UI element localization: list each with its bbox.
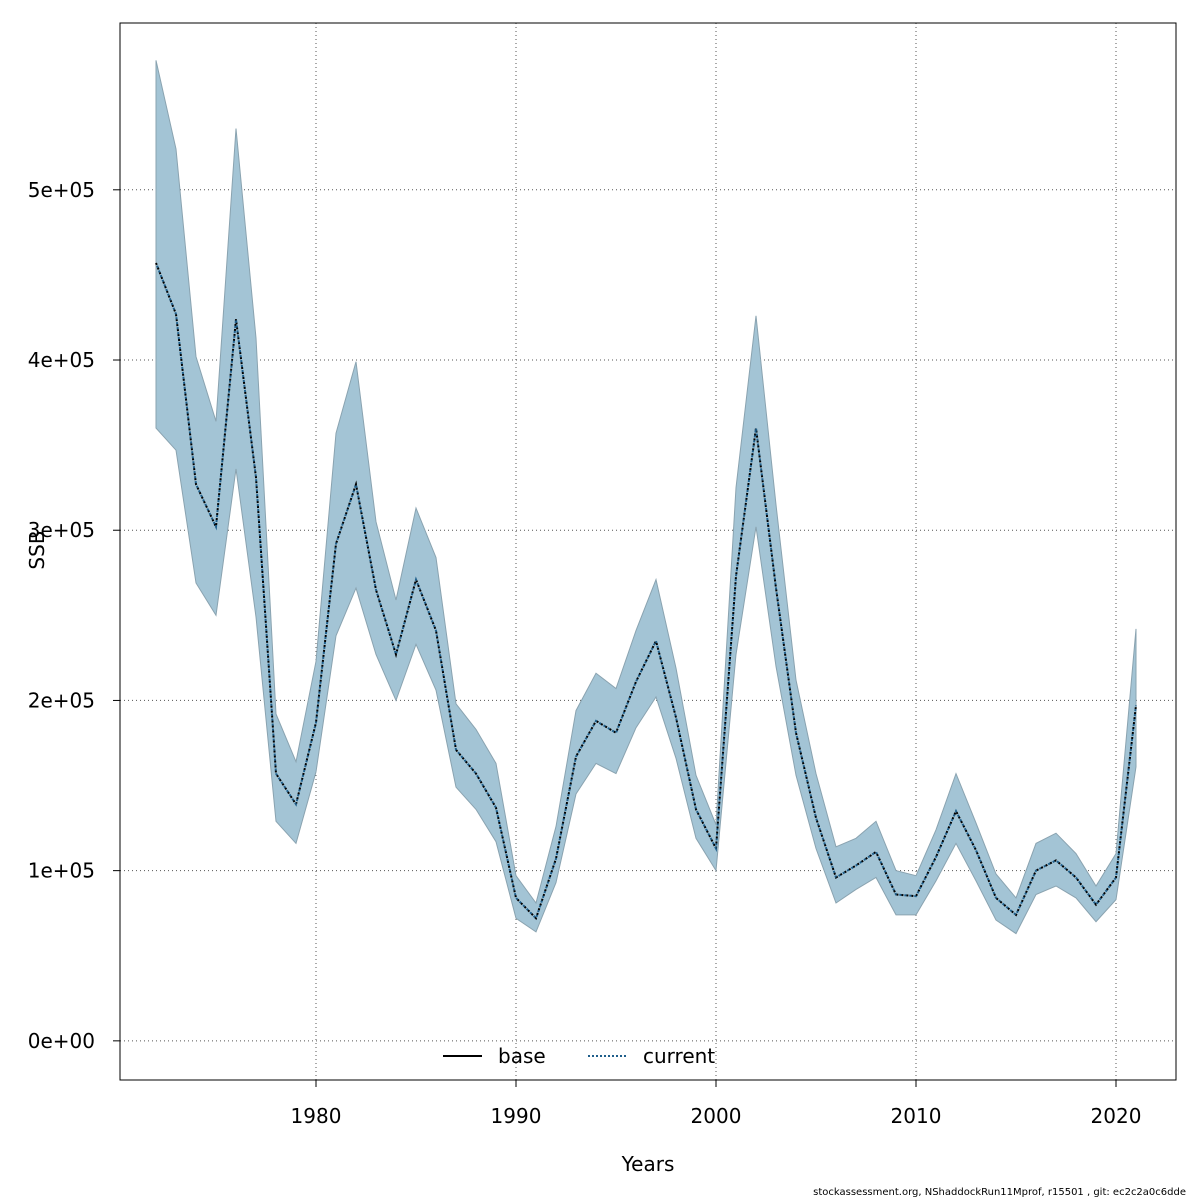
legend: base current [443,1044,715,1068]
x-axis: 1980 1990 2000 2010 2020 [291,1080,1142,1128]
y-axis-label: SSB [25,530,49,569]
series-line-base [155,262,1137,921]
y-axis: 0e+00 1e+05 2e+05 3e+05 4e+05 5e+05 [28,178,120,1053]
x-tick-label: 2020 [1091,1104,1142,1128]
series-line-current [155,262,1137,921]
legend-label-current: current [643,1044,715,1068]
x-tick-label: 2010 [891,1104,942,1128]
y-tick-label: 4e+05 [28,348,95,372]
footer-credit: stockassessment.org, NShaddockRun11Mprof… [813,1187,1186,1198]
x-axis-label: Years [621,1152,675,1176]
confidence-band [155,60,1137,935]
legend-label-base: base [498,1044,546,1068]
plot-frame [119,22,1177,1081]
y-tick-label: 5e+05 [28,178,95,202]
y-tick-label: 0e+00 [28,1029,95,1053]
x-tick-label: 2000 [691,1104,742,1128]
y-tick-label: 2e+05 [28,688,95,712]
y-tick-label: 3e+05 [28,518,95,542]
x-tick-label: 1980 [291,1104,342,1128]
y-tick-label: 1e+05 [28,859,95,883]
grid-lines [120,23,1176,1080]
x-tick-label: 1990 [491,1104,542,1128]
